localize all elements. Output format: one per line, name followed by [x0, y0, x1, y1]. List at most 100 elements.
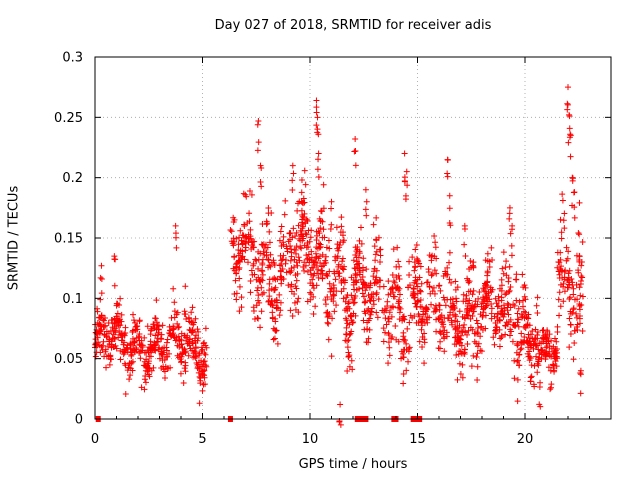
- data-point: [466, 307, 473, 314]
- y-tick-labels: 0 0.05 0.1 0.15 0.2 0.25 0.3: [54, 51, 83, 428]
- data-point: [249, 238, 256, 245]
- data-point: [261, 245, 268, 252]
- data-point: [565, 84, 571, 91]
- data-point: [241, 221, 248, 228]
- data-point: [324, 319, 331, 326]
- data-point: [564, 100, 571, 107]
- data-point: [130, 311, 137, 318]
- data-point: [361, 293, 368, 300]
- data-point: [254, 287, 261, 294]
- data-point: [373, 214, 380, 221]
- data-point: [265, 257, 272, 264]
- data-point: [337, 401, 344, 408]
- data-point: [551, 335, 558, 342]
- data-point: [444, 157, 451, 164]
- data-point: [574, 326, 581, 333]
- data-point: [363, 212, 370, 219]
- data-point: [246, 187, 253, 194]
- data-point: [528, 362, 535, 369]
- data-point: [166, 323, 173, 330]
- data-point: [320, 205, 327, 212]
- data-point: [278, 261, 285, 268]
- data-point: [233, 296, 240, 303]
- data-point: [301, 259, 308, 266]
- x-tick-label: 20: [517, 432, 534, 447]
- data-point: [289, 162, 296, 169]
- data-point: [171, 314, 178, 321]
- data-point: [298, 198, 305, 205]
- data-point: [183, 334, 190, 341]
- data-point: [194, 326, 201, 333]
- data-point: [250, 304, 257, 311]
- data-point: [285, 238, 292, 245]
- data-point: [566, 267, 573, 274]
- data-point: [318, 208, 325, 215]
- data-point: [499, 265, 506, 272]
- data-point: [465, 327, 472, 334]
- data-point: [303, 244, 310, 251]
- data-point: [117, 356, 124, 363]
- data-point: [366, 326, 373, 333]
- data-point: [400, 380, 407, 387]
- data-point: [289, 186, 296, 193]
- data-point: [138, 337, 145, 344]
- data-point: [441, 348, 448, 355]
- data-point: [404, 325, 411, 332]
- data-point: [344, 292, 351, 299]
- data-point: [377, 252, 384, 259]
- data-point: [437, 328, 444, 335]
- data-point: [298, 219, 305, 226]
- data-point: [551, 368, 558, 375]
- data-point: [126, 360, 133, 367]
- data-point: [180, 349, 187, 356]
- data-point: [293, 277, 300, 284]
- data-point: [441, 314, 448, 321]
- data-point: [579, 274, 586, 281]
- data-point: [143, 356, 150, 363]
- data-point: [533, 302, 540, 309]
- data-point: [324, 313, 331, 320]
- data-point: [506, 215, 513, 222]
- data-point: [250, 244, 257, 251]
- data-point: [257, 324, 264, 331]
- data-point: [286, 268, 293, 275]
- data-point: [500, 270, 507, 277]
- data-point: [421, 339, 428, 346]
- data-point: [365, 292, 372, 299]
- data-point: [271, 286, 278, 293]
- data-point: [152, 315, 159, 322]
- data-point: [124, 342, 131, 349]
- data-point: [293, 243, 300, 250]
- data-point: [187, 327, 194, 334]
- data-point: [280, 252, 287, 259]
- data-point: [354, 264, 361, 271]
- x-tick-label: 10: [302, 432, 319, 447]
- data-point: [314, 114, 321, 121]
- data-point: [516, 351, 523, 358]
- x-tick-labels: 0 5 10 15 20: [91, 432, 533, 447]
- data-point: [333, 224, 340, 231]
- data-point: [339, 255, 346, 262]
- data-point: [423, 279, 430, 286]
- data-point: [484, 278, 491, 285]
- data-point: [161, 357, 168, 364]
- data-point: [122, 324, 129, 331]
- data-point: [413, 242, 420, 249]
- data-point: [400, 333, 407, 340]
- data-point: [233, 270, 240, 277]
- data-point: [406, 344, 413, 351]
- data-point: [517, 346, 524, 353]
- data-point: [201, 358, 208, 365]
- data-point: [475, 340, 482, 347]
- data-point: [464, 303, 471, 310]
- data-point: [396, 304, 403, 311]
- data-point: [576, 231, 583, 238]
- data-point: [444, 173, 451, 180]
- data-point: [164, 353, 171, 360]
- data-point: [240, 232, 247, 239]
- data-point: [522, 296, 529, 303]
- data-point: [254, 284, 261, 291]
- data-point: [482, 304, 489, 311]
- data-point: [129, 358, 136, 365]
- data-point: [335, 247, 342, 254]
